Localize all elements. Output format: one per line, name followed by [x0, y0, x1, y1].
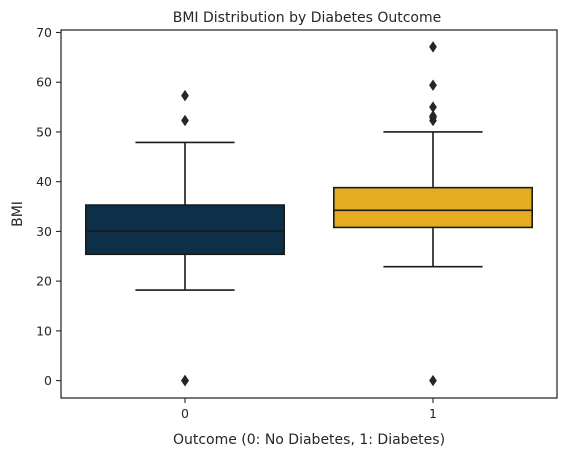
y-axis: 0 10 20 30 40 50 60 70: [36, 25, 61, 388]
y-tick-label: 60: [36, 75, 52, 90]
y-tick-label: 20: [36, 274, 52, 289]
y-tick-label: 40: [36, 174, 52, 189]
y-axis-label: BMI: [10, 201, 26, 227]
outlier-point: [429, 79, 437, 91]
y-tick-label: 10: [36, 323, 52, 338]
outlier-point: [429, 374, 437, 387]
outlier-point: [181, 374, 189, 387]
box-iqr: [332, 186, 533, 229]
x-axis-label: Outcome (0: No Diabetes, 1: Diabetes): [173, 432, 445, 448]
outlier-point: [181, 89, 189, 102]
outlier-point: [429, 101, 437, 113]
box-iqr: [85, 204, 285, 256]
x-tick-label: 1: [429, 406, 437, 421]
outlier-point: [429, 110, 437, 122]
x-tick-label: 0: [181, 406, 189, 421]
plot-area: [85, 41, 533, 387]
axes-frame: [60, 29, 558, 399]
y-tick-label: 30: [36, 224, 52, 239]
y-tick-label: 0: [44, 373, 52, 388]
y-tick-label: 50: [36, 124, 52, 139]
chart-title: BMI Distribution by Diabetes Outcome: [173, 10, 442, 26]
outlier-point: [429, 41, 437, 53]
outlier-point: [181, 114, 189, 127]
y-tick-label: 70: [36, 25, 52, 40]
